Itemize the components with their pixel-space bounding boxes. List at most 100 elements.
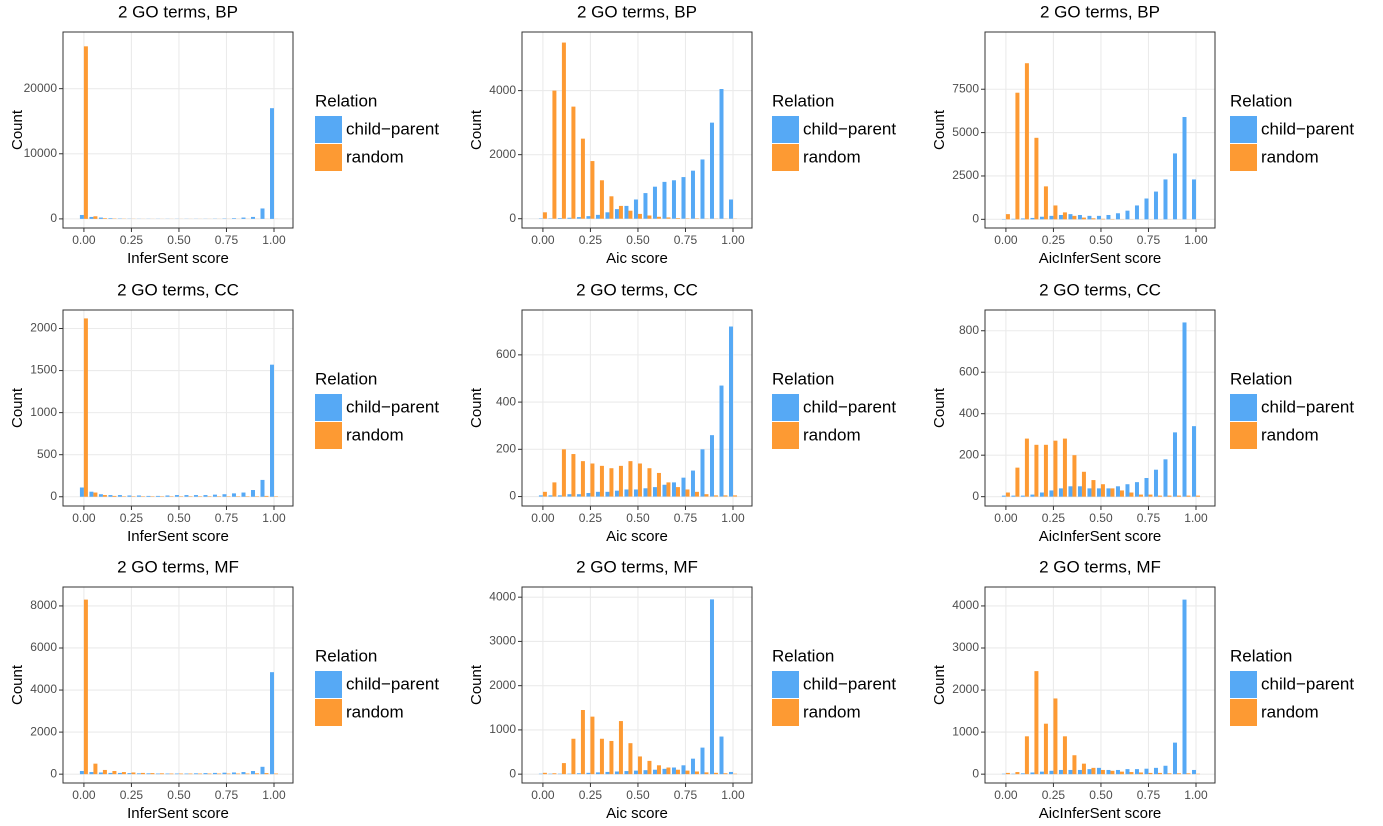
bar (1072, 455, 1077, 497)
y-tick-label: 1000 (489, 722, 516, 736)
bar (709, 599, 714, 775)
bar (633, 199, 638, 219)
bar (1119, 771, 1124, 775)
x-tick-label: 0.50 (626, 788, 650, 802)
bar (685, 770, 690, 775)
bar (647, 215, 652, 219)
bar (576, 217, 581, 219)
bar (576, 494, 581, 497)
bar (1015, 467, 1020, 497)
x-tick-label: 0.00 (994, 511, 1018, 525)
bar (700, 449, 705, 497)
bar (250, 490, 255, 497)
bar (235, 773, 240, 775)
x-tick-label: 1.00 (262, 511, 286, 525)
x-tick-label: 0.25 (1042, 233, 1066, 247)
y-tick-label: 0 (50, 766, 57, 780)
x-tick-label: 0.00 (994, 788, 1018, 802)
bar (586, 772, 591, 775)
legend-key (772, 671, 799, 698)
bar (1039, 492, 1044, 497)
bar (1106, 769, 1111, 775)
bar (270, 672, 274, 775)
bar (1091, 767, 1096, 775)
y-tick-label: 2500 (952, 168, 979, 182)
legend-key (772, 699, 799, 726)
legend-key (315, 699, 342, 726)
legend-key (1230, 144, 1257, 171)
bar (690, 170, 695, 219)
bar (1144, 198, 1149, 220)
bar (1125, 210, 1130, 220)
bar (1148, 494, 1153, 497)
x-tick-label: 1.00 (1184, 511, 1208, 525)
bar (675, 487, 680, 497)
bar (1153, 469, 1158, 497)
bar (561, 42, 566, 219)
bar (1005, 214, 1010, 220)
bar (1062, 438, 1067, 497)
y-tick-label: 4000 (952, 598, 979, 612)
bar (1100, 769, 1105, 775)
bar (729, 771, 733, 775)
bar (624, 205, 629, 219)
bar (1172, 742, 1177, 775)
bar (637, 756, 642, 775)
x-tick-label: 0.50 (626, 233, 650, 247)
x-tick-label: 0.25 (579, 511, 603, 525)
bar (700, 747, 705, 775)
bar (609, 196, 614, 219)
bar (203, 773, 208, 775)
bar (704, 772, 709, 775)
x-axis-label: Aic score (606, 250, 668, 267)
bar (595, 772, 600, 775)
bar (1024, 438, 1029, 497)
bar (250, 216, 255, 219)
bar (273, 773, 278, 775)
bar (1015, 772, 1020, 775)
legend-key (772, 116, 799, 143)
bar (112, 771, 117, 775)
x-tick-label: 0.50 (1089, 511, 1113, 525)
bar (637, 213, 642, 219)
chart-title: 2 GO terms, MF (1039, 557, 1161, 576)
bar (614, 771, 619, 775)
bar (117, 495, 122, 497)
x-tick-label: 0.25 (1042, 511, 1066, 525)
bar (1192, 769, 1196, 775)
bar (1115, 769, 1120, 775)
x-tick-label: 0.25 (120, 788, 144, 802)
bar (117, 772, 122, 775)
y-axis-label: Count (931, 387, 948, 428)
legend-label: child−parent (1261, 119, 1354, 138)
bar (552, 482, 557, 497)
bar (83, 318, 88, 497)
x-tick-label: 0.00 (72, 788, 96, 802)
bar (231, 493, 236, 497)
x-tick-label: 0.75 (215, 511, 239, 525)
bar (571, 738, 576, 775)
bar (193, 773, 198, 775)
x-tick-label: 0.75 (1137, 788, 1161, 802)
bar (729, 326, 733, 497)
bar (618, 465, 623, 497)
bar (1049, 770, 1054, 775)
bar (270, 108, 274, 219)
y-axis-label: Count (468, 109, 485, 150)
bar (102, 495, 107, 497)
x-tick-label: 0.75 (674, 233, 698, 247)
legend-label: child−parent (803, 119, 896, 138)
chart-title: 2 GO terms, BP (118, 2, 238, 21)
bar (628, 210, 633, 219)
bar (250, 771, 255, 775)
bar (571, 454, 576, 497)
bar (241, 492, 246, 497)
bar (571, 106, 576, 219)
bar (108, 495, 113, 497)
bar (1034, 137, 1039, 220)
bar (108, 772, 113, 775)
bar (1043, 444, 1048, 497)
bar (1129, 772, 1134, 775)
bar (1148, 772, 1153, 775)
bar (1163, 765, 1168, 775)
